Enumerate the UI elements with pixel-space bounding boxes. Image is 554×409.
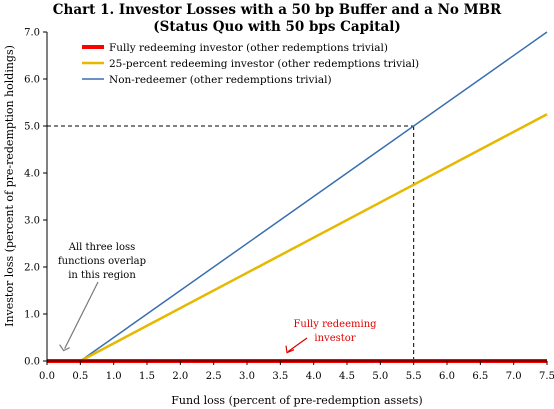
x-tick-label: 0.5 (72, 371, 88, 382)
y-tick-label: 0.0 (24, 357, 40, 368)
x-tick-label: 0.0 (39, 371, 55, 382)
y-tick-label: 2.0 (24, 263, 40, 274)
x-tick-label: 2.5 (206, 371, 222, 382)
fully-redeeming-arrowhead (285, 345, 295, 354)
y-tick-label: 6.0 (24, 75, 40, 86)
y-tick-label: 5.0 (24, 122, 40, 133)
legend: Fully redeeming investor (other redempti… (82, 42, 419, 86)
fully-redeeming-annotation-line: investor (314, 333, 355, 344)
x-tick-label: 1.5 (139, 371, 155, 382)
x-tick-label: 3.0 (239, 371, 255, 382)
fully-redeeming-annotation-line: Fully redeeming (293, 319, 377, 330)
y-tick-label: 7.0 (24, 28, 40, 39)
x-tick-label: 6.0 (439, 371, 455, 382)
x-tick-label: 4.0 (306, 371, 322, 382)
x-axis-label: Fund loss (percent of pre-redemption ass… (171, 394, 422, 407)
x-tick-label: 3.5 (272, 371, 288, 382)
legend-label-0: Fully redeeming investor (other redempti… (109, 42, 388, 54)
legend-label-2: Non-redeemer (other redemptions trivial) (109, 74, 332, 86)
y-axis-label: Investor loss (percent of pre-redemption… (3, 45, 16, 327)
x-tick-label: 5.5 (406, 371, 422, 382)
overlap-annotation-line: All three loss (68, 242, 136, 253)
chart-title-line1: Chart 1. Investor Losses with a 50 bp Bu… (53, 2, 502, 18)
x-tick-label: 7.5 (539, 371, 554, 382)
overlap-annotation-arrow (64, 281, 99, 349)
y-tick-label: 4.0 (24, 169, 40, 180)
axes: 0.0 0.5 1.0 1.5 2.0 2.5 3.0 3.5 4.0 4.5 5.0 5.5 6.0 6… (24, 28, 554, 383)
legend-label-1: 25-percent redeeming investor (other red… (109, 58, 419, 70)
x-tick-label: 5.0 (372, 371, 388, 382)
overlap-arrowhead (59, 344, 70, 352)
chart-title-line2: (Status Quo with 50 bps Capital) (153, 19, 400, 35)
x-tick-label: 6.5 (472, 371, 488, 382)
x-tick-label: 4.5 (339, 371, 355, 382)
x-tick-label: 7.0 (506, 371, 522, 382)
annotations: All three loss functions overlap in this r… (58, 242, 377, 354)
overlap-annotation-line: functions overlap (58, 256, 146, 267)
x-tick-label: 1.0 (106, 371, 122, 382)
overlap-annotation-line: in this region (68, 270, 136, 281)
y-tick-label: 3.0 (24, 216, 40, 227)
y-tick-label: 1.0 (24, 310, 40, 321)
fully-redeeming-arrow (287, 337, 308, 353)
x-tick-label: 2.0 (172, 371, 188, 382)
reference-lines (47, 125, 415, 361)
